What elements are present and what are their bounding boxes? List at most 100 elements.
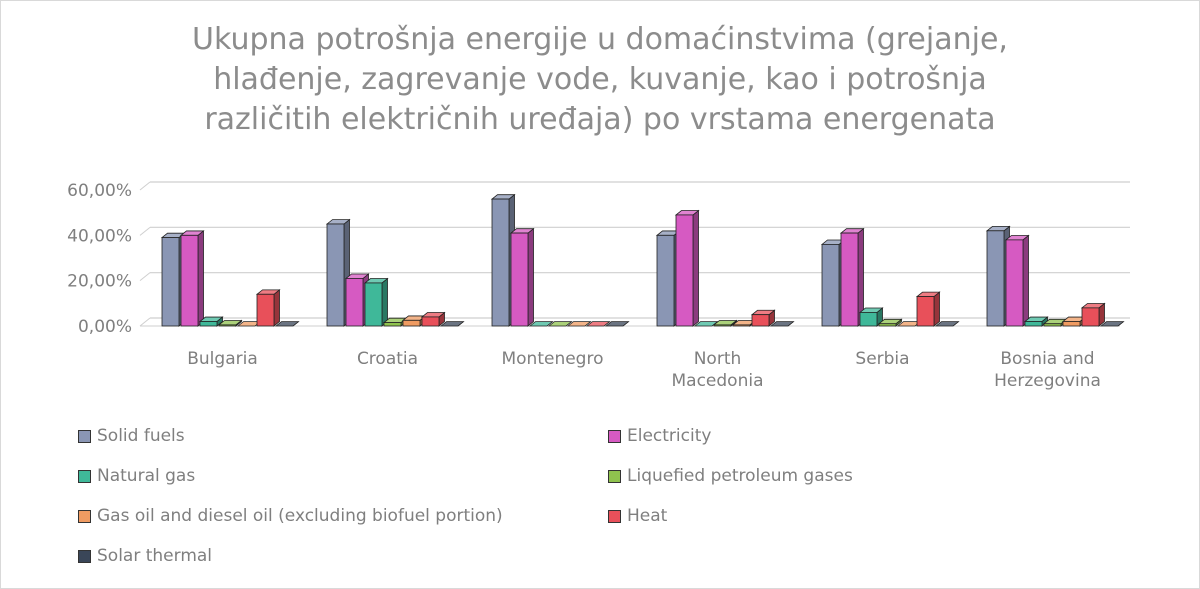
bar-front <box>256 293 275 327</box>
bar <box>439 321 465 327</box>
x-category-label: Serbia <box>855 349 909 369</box>
bar-front <box>218 324 237 327</box>
bar-front <box>199 321 218 327</box>
bar <box>217 319 243 327</box>
bar <box>198 316 224 327</box>
legend-item: Gas oil and diesel oil (excluding biofue… <box>78 502 503 530</box>
bar <box>420 311 446 327</box>
bar-top <box>439 321 465 327</box>
bar-side <box>692 209 699 327</box>
bar-front <box>840 232 859 327</box>
bar <box>1099 321 1125 327</box>
bar-front <box>326 223 345 327</box>
bar <box>585 321 611 327</box>
legend-swatch <box>78 469 91 483</box>
bar-front <box>491 198 510 327</box>
chart-title-line: Ukupna potrošnja energije u domaćinstvim… <box>192 22 1008 57</box>
bar-top <box>566 321 592 327</box>
bar <box>674 209 700 327</box>
bar <box>547 321 573 327</box>
legend-label: Gas oil and diesel oil (excluding biofue… <box>97 506 503 526</box>
bar <box>877 318 903 327</box>
bar <box>769 321 795 327</box>
y-tick-label: 0,00% <box>78 317 132 337</box>
bar <box>712 319 738 327</box>
bar-front <box>916 296 935 327</box>
bar-top <box>274 321 300 327</box>
bar-front <box>751 314 770 327</box>
legend-label: Natural gas <box>97 466 196 486</box>
bar-front <box>1062 321 1081 327</box>
bar-top <box>604 321 630 327</box>
x-category-label: Bosnia and <box>1000 349 1094 369</box>
legend-item: Electricity <box>608 422 711 450</box>
bar-front <box>421 316 440 327</box>
legend-item: Solid fuels <box>78 422 185 450</box>
bar-front <box>364 282 383 327</box>
bar-front <box>1005 239 1024 327</box>
chart-title-line: različitih električnih uređaja) po vrsta… <box>204 102 996 137</box>
bar-side <box>197 230 204 327</box>
bar <box>1004 234 1030 327</box>
bar-front <box>1024 321 1043 327</box>
legend-item: Solar thermal <box>78 542 212 570</box>
bar <box>274 321 300 327</box>
legend-item: Natural gas <box>78 462 195 490</box>
legend-label: Solar thermal <box>97 546 213 566</box>
legend-item: Heat <box>608 502 667 530</box>
bar <box>839 227 865 327</box>
gridline-diagonal <box>139 317 151 327</box>
bar-front <box>878 323 897 327</box>
bar <box>604 321 630 327</box>
bar-chart: 0,00% 20,00% 40,00% 60,00% Bulgaria Croatia M… <box>67 181 1130 391</box>
bar <box>934 321 960 327</box>
legend: Solid fuels Electricity Natural gas Liquefi… <box>78 422 1178 582</box>
gridline-diagonal <box>139 226 151 236</box>
bar <box>1080 302 1106 327</box>
bar <box>255 289 281 327</box>
bar-front <box>859 311 878 327</box>
legend-swatch <box>78 429 91 443</box>
bar-front <box>402 319 421 327</box>
legend-item: Liquefied petroleum gases <box>608 462 853 490</box>
gridlines <box>139 181 1130 327</box>
y-axis-ticks: 0,00% 20,00% 40,00% 60,00% <box>67 181 132 337</box>
legend-swatch <box>608 429 621 443</box>
bar-front <box>732 324 751 327</box>
gridline-diagonal <box>139 181 151 191</box>
bar <box>509 227 535 327</box>
bar <box>363 277 389 327</box>
x-category-label: Croatia <box>357 349 418 369</box>
x-category-label: Bulgaria <box>187 349 258 369</box>
bar-front <box>161 237 180 327</box>
bar-side <box>1022 234 1029 327</box>
chart-title: Ukupna potrošnja energije u domaćinstvim… <box>80 20 1120 140</box>
bar-front <box>713 324 732 327</box>
x-category-label: Herzegovina <box>994 371 1101 391</box>
x-category-label: Macedonia <box>672 371 764 391</box>
bar-front <box>345 277 364 327</box>
x-category-label: Montenegro <box>501 349 603 369</box>
legend-label: Liquefied petroleum gases <box>627 466 853 486</box>
legend-label: Electricity <box>627 426 712 446</box>
bar-front <box>675 214 694 327</box>
bar <box>858 307 884 327</box>
y-tick-label: 20,00% <box>67 272 132 292</box>
bar-side <box>273 289 280 327</box>
bar-top <box>934 321 960 327</box>
legend-swatch <box>78 509 91 523</box>
bar-top <box>769 321 795 327</box>
bar-side <box>527 227 534 327</box>
bar-front <box>1043 323 1062 327</box>
bar-top <box>528 321 554 327</box>
bar-front <box>986 230 1005 327</box>
bar-front <box>383 322 402 327</box>
bar-front <box>180 234 199 327</box>
legend-label: Heat <box>627 506 668 526</box>
legend-swatch <box>78 549 91 563</box>
bar <box>566 321 592 327</box>
bar-front <box>1081 307 1100 327</box>
legend-swatch <box>608 509 621 523</box>
y-tick-label: 40,00% <box>67 226 132 246</box>
